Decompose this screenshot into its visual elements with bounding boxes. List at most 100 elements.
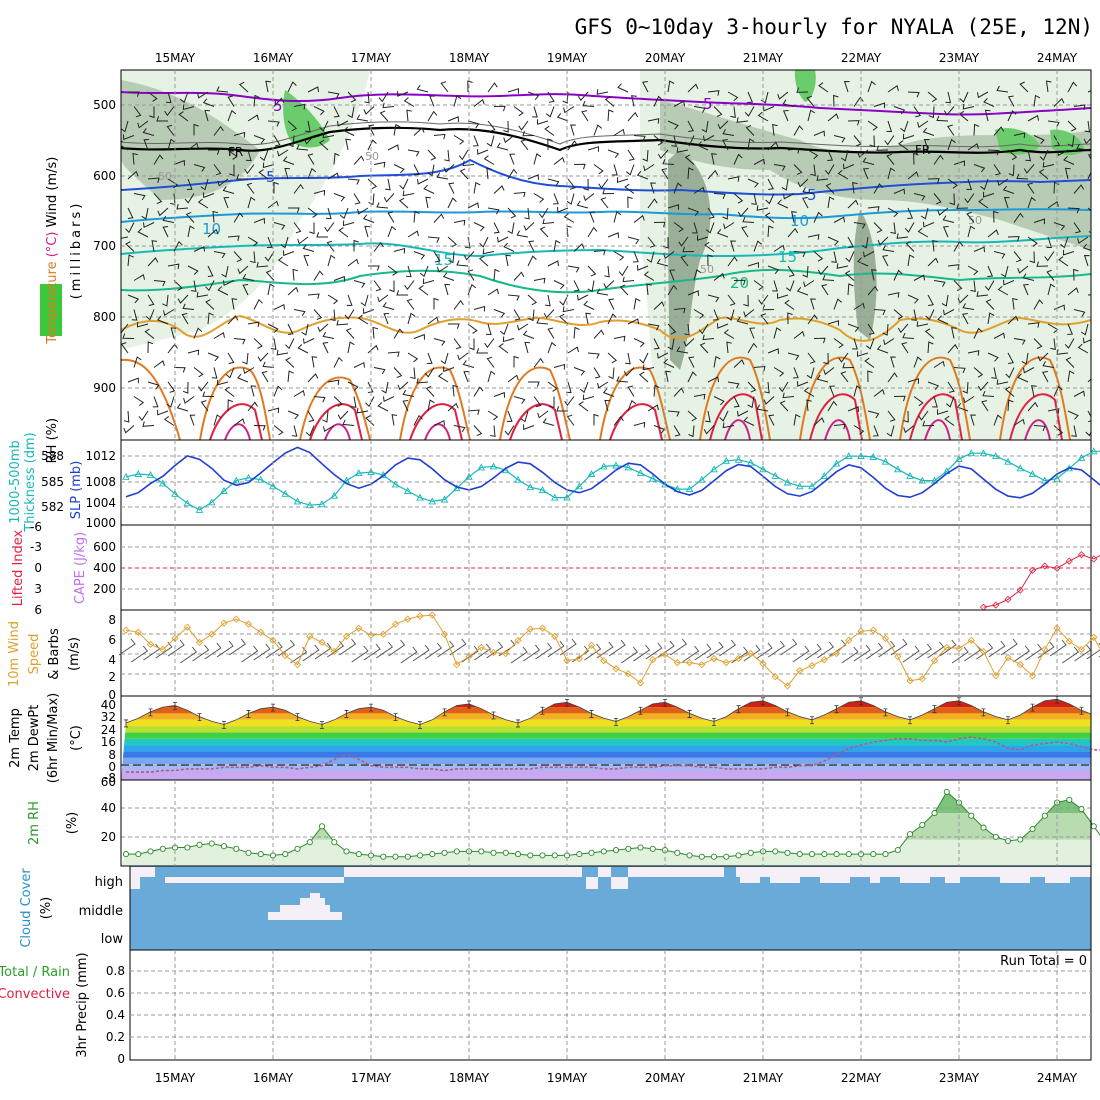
bottom-date-label: 20MAY (645, 1071, 686, 1085)
upper-wind-barb (913, 193, 926, 201)
upper-wind-barb (367, 178, 378, 190)
upper-wind-barb (943, 309, 955, 316)
upper-wind-barb (783, 193, 795, 200)
upper-wind-barb (1003, 196, 1010, 209)
upper-wind-barb (537, 410, 549, 419)
upper-wind-barb (753, 365, 766, 372)
upper-wind-barb (647, 404, 659, 412)
upper-wind-barb (167, 178, 179, 189)
upper-wind-barb (524, 207, 530, 220)
upper-wind-barb (1008, 164, 1015, 177)
wind-tick: 0 (108, 688, 116, 702)
temp-minmax-marker (981, 708, 986, 717)
wind10m-frame (120, 609, 1092, 697)
upper-wind-barb (326, 240, 335, 252)
upper-wind-barb (562, 91, 569, 104)
upper-wind-barb (356, 407, 369, 414)
upper-wind-barb (802, 265, 809, 278)
upper-wind-barb (827, 320, 840, 326)
upper-wind-barb (303, 135, 315, 145)
upper-wind-barb (772, 123, 778, 136)
upper-wind-barb (643, 271, 655, 281)
upper-wind-barb (487, 82, 498, 93)
upper-wind-barb (749, 327, 755, 339)
upper-wind-barb (696, 235, 709, 241)
upper-wind-barb (125, 222, 135, 234)
temp-minmax-marker (442, 708, 447, 717)
upper-wind-barb (467, 120, 480, 129)
upper-wind-barb (713, 309, 719, 321)
upper-wind-barb (207, 312, 214, 325)
upper-wind-barb (607, 149, 620, 159)
upper-wind-barb (867, 206, 880, 212)
cloud-panel: high middle low Cloud Cover (%) (19, 865, 1092, 951)
upper-wind-barb (427, 164, 435, 177)
upper-wind-barb (922, 127, 935, 136)
upper-wind-barb (833, 216, 845, 223)
upper-wind-barb (1033, 338, 1043, 349)
temp2m-axis-label: 2m Temp (8, 708, 23, 768)
upper-wind-barb (867, 410, 880, 419)
upper-wind-barb (182, 104, 195, 111)
upper-wind-barb (137, 228, 149, 238)
cloud-clear-high (586, 877, 598, 889)
upper-wind-barb (205, 299, 215, 310)
upper-wind-barb (573, 280, 580, 292)
upper-wind-barb (208, 149, 220, 155)
upper-wind-barb (1073, 309, 1086, 317)
upper-wind-barb (713, 396, 725, 406)
upper-wind-barb (1071, 425, 1077, 437)
upper-wind-barb (973, 246, 985, 253)
upper-wind-barb (496, 142, 509, 151)
rh2m-point (894, 847, 901, 854)
upper-wind-barb (633, 251, 639, 263)
upper-wind-barb (387, 211, 395, 223)
upper-wind-barb (1007, 110, 1017, 122)
upper-wind-barb (845, 251, 855, 263)
thickness-point (906, 471, 914, 479)
temp-band (121, 764, 1091, 771)
upper-wind-barb (587, 352, 600, 359)
upper-wind-barb (502, 336, 515, 343)
thickness-point (122, 472, 130, 480)
wind10m-point (808, 662, 816, 670)
upper-wind-barb (187, 349, 200, 356)
wind-unit-label: (m/s) (45, 157, 60, 191)
upper-wind-barb (962, 103, 975, 110)
upper-wind-barb (387, 265, 398, 276)
upper-wind-barb (753, 240, 763, 252)
wind10m-point (943, 643, 951, 652)
rh2m-point (233, 845, 240, 852)
upper-wind-barb (297, 236, 309, 245)
upper-wind-barb (357, 207, 369, 215)
upper-wind-barb (311, 356, 318, 368)
upper-wind-barb (853, 425, 865, 435)
upper-wind-barb (556, 112, 569, 122)
upper-wind-barb (927, 381, 940, 391)
upper-wind-barb (764, 212, 775, 223)
rh2m-point (147, 848, 154, 855)
upper-wind-barb (353, 155, 365, 165)
upper-wind-barb (165, 91, 172, 104)
upper-wind-barb (638, 371, 649, 383)
upper-wind-barb (933, 360, 945, 368)
upper-wind-barb (236, 373, 249, 383)
upper-wind-barb (476, 348, 488, 354)
wind10m-barb (376, 641, 394, 659)
wind-tick: 8 (108, 613, 116, 627)
upper-wind-barb (473, 305, 486, 312)
rh2m-point (159, 845, 166, 852)
upper-wind-barb (533, 193, 545, 203)
upper-wind-barb (829, 385, 835, 397)
rh2m-point (1017, 836, 1024, 843)
upper-wind-barb (517, 323, 529, 331)
upper-wind-barb (1033, 218, 1046, 225)
upper-wind-barb (873, 425, 879, 437)
thickness-point (979, 449, 988, 457)
upper-wind-barb (816, 374, 829, 383)
upper-wind-barb (806, 95, 815, 107)
upper-wind-barb (627, 149, 635, 161)
upper-wind-barb (133, 106, 142, 118)
upper-wind-barb (765, 193, 775, 205)
upper-wind-barb (270, 338, 277, 350)
